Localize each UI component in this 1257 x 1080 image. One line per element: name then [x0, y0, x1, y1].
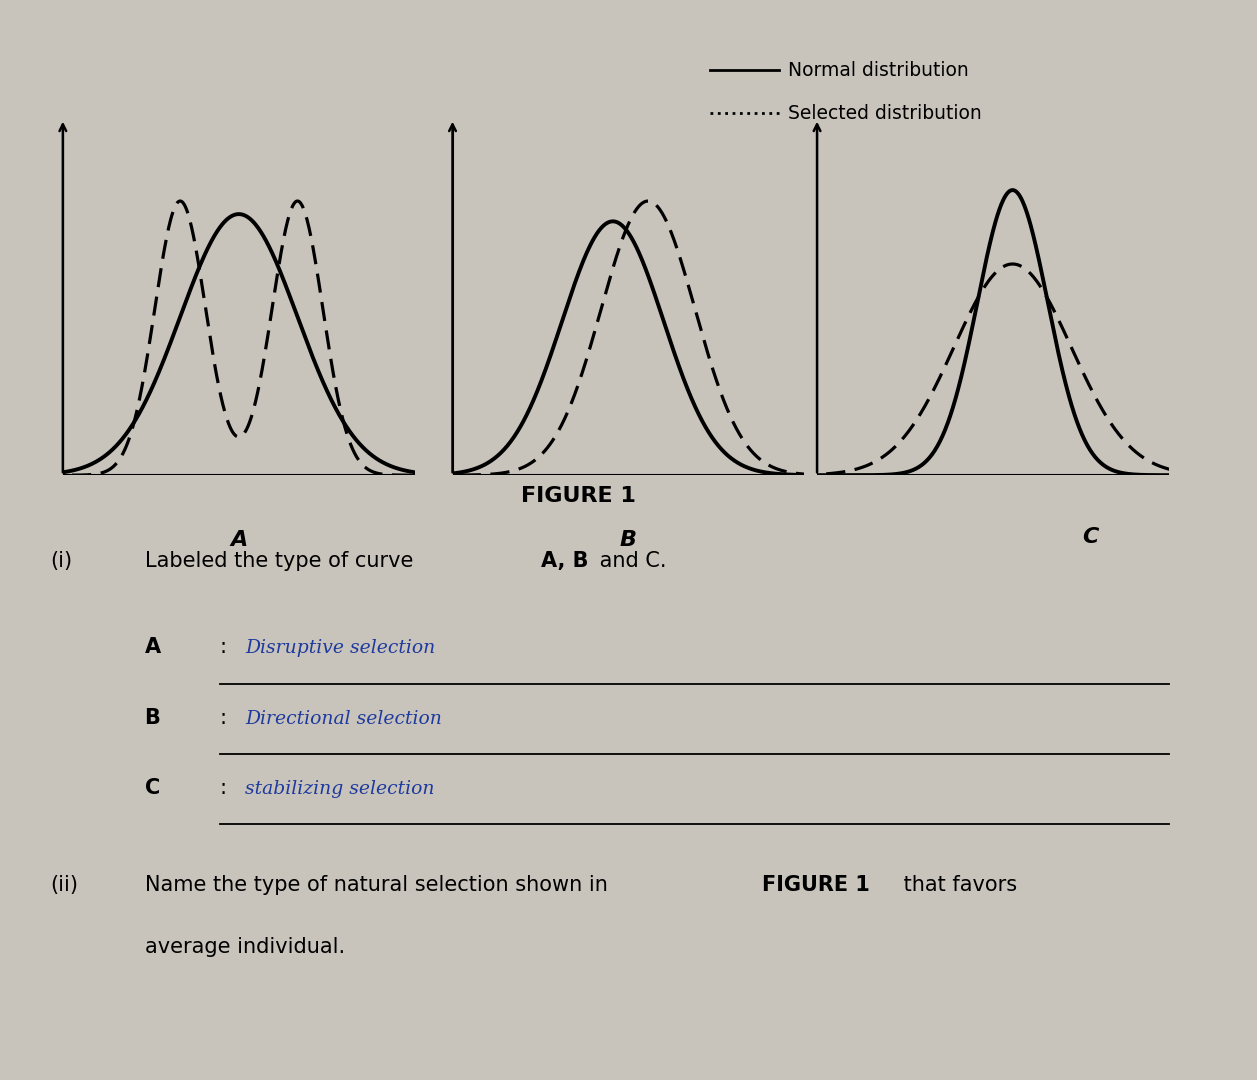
Text: B: B — [145, 707, 161, 728]
Text: :: : — [220, 637, 228, 658]
Text: (ii): (ii) — [50, 875, 78, 895]
Text: A, B: A, B — [541, 551, 588, 571]
Text: Disruptive selection: Disruptive selection — [245, 639, 435, 658]
Text: Name the type of natural selection shown in: Name the type of natural selection shown… — [145, 875, 615, 895]
Text: Directional selection: Directional selection — [245, 710, 442, 728]
Text: stabilizing selection: stabilizing selection — [245, 780, 435, 798]
Text: C: C — [1082, 527, 1099, 546]
Text: B: B — [620, 530, 637, 551]
Text: :: : — [220, 707, 228, 728]
Text: FIGURE 1: FIGURE 1 — [520, 486, 636, 507]
Text: and C.: and C. — [593, 551, 666, 571]
Text: Labeled the type of curve: Labeled the type of curve — [145, 551, 420, 571]
Text: Normal distribution: Normal distribution — [788, 60, 969, 80]
Text: Selected distribution: Selected distribution — [788, 104, 982, 123]
Text: A: A — [230, 530, 248, 551]
Text: (i): (i) — [50, 551, 73, 571]
Text: A: A — [145, 637, 161, 658]
Text: FIGURE 1: FIGURE 1 — [762, 875, 870, 895]
Text: :: : — [220, 778, 228, 798]
Text: average individual.: average individual. — [145, 936, 344, 957]
Text: that favors: that favors — [897, 875, 1018, 895]
Text: C: C — [145, 778, 160, 798]
